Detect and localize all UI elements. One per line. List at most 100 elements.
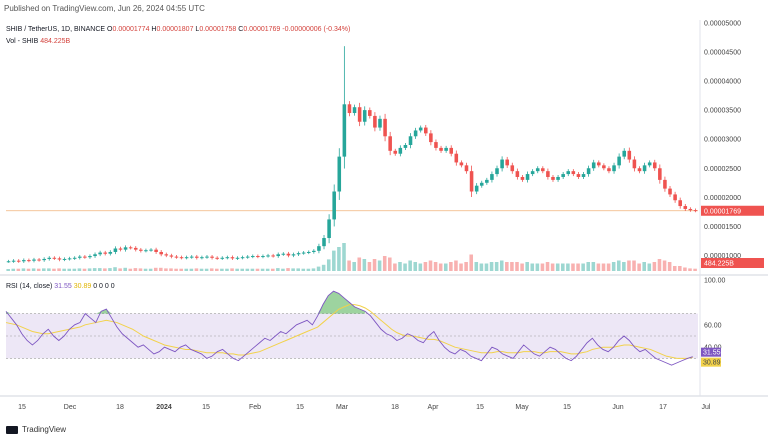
candle-body <box>541 168 545 172</box>
volume-bar <box>72 268 77 271</box>
candle-body <box>159 251 163 255</box>
x-tick-label: Jun <box>612 404 623 411</box>
candle-body <box>128 247 133 249</box>
candle-body <box>27 260 31 262</box>
candle-body <box>576 174 581 177</box>
close-value: 0.00001769 <box>243 26 281 33</box>
candle-body <box>617 156 621 166</box>
candle-body <box>637 168 642 172</box>
candle-body <box>62 258 67 260</box>
candle-body <box>261 256 265 258</box>
volume-bar <box>230 268 234 271</box>
volume-bar <box>250 268 255 271</box>
rsi-line <box>5 290 693 366</box>
candle-body <box>485 179 489 183</box>
candle-body <box>571 171 576 175</box>
symbol-legend: SHIB / TetherUS, 1D, BINANCE O0.00001774… <box>6 26 350 33</box>
volume-bar <box>403 263 407 271</box>
volume-bar <box>377 260 382 271</box>
candle-body <box>647 162 652 166</box>
x-tick-label: 15 <box>563 404 571 411</box>
candle-body <box>281 253 286 255</box>
volume-bar <box>240 268 245 271</box>
volume-bar <box>194 268 199 271</box>
volume-bar <box>164 268 168 271</box>
candle-body <box>413 130 418 137</box>
volume-bar <box>469 254 473 271</box>
volume-bar <box>627 260 631 271</box>
volume-bar <box>657 259 662 271</box>
volume-bar <box>459 263 463 271</box>
volume-bar <box>204 268 209 271</box>
volume-label: Vol - SHIB <box>6 38 39 45</box>
volume-bar <box>525 262 529 271</box>
volume-bar <box>591 262 596 271</box>
volume-bar <box>82 268 87 271</box>
candle-body <box>500 159 504 169</box>
price-tick-label: 0.00004000 <box>704 79 741 86</box>
candle-body <box>546 171 550 177</box>
volume-bar <box>342 243 346 271</box>
volume-bar <box>108 268 112 271</box>
volume-bar <box>474 262 479 271</box>
volume-bar <box>260 268 265 271</box>
candle-body <box>164 254 169 256</box>
volume-bar <box>143 268 148 271</box>
rsi-tick-label: 60.00 <box>704 322 722 329</box>
volume-bar <box>596 263 601 271</box>
price-tick-label: 0.00001500 <box>704 224 741 231</box>
volume-bar <box>443 263 448 271</box>
volume-bar <box>270 268 275 271</box>
x-tick-label: 15 <box>296 404 304 411</box>
candle-body <box>118 248 123 250</box>
volume-bar <box>672 266 677 271</box>
current-price-tag <box>701 205 764 216</box>
x-tick-label: Mar <box>336 404 349 411</box>
price-tick-label: 0.00005000 <box>704 20 741 27</box>
volume-bar <box>281 268 285 271</box>
volume-bar <box>505 262 509 271</box>
volume-bar <box>133 268 138 271</box>
candle-body <box>510 165 515 172</box>
candle-body <box>627 150 632 160</box>
volume-bar <box>393 263 397 271</box>
price-tick-label: 0.00001000 <box>704 253 741 260</box>
volume-bar <box>622 262 626 271</box>
volume-bar <box>321 264 326 271</box>
candle-body <box>301 252 306 254</box>
candle-body <box>240 257 245 259</box>
volume-bar <box>576 263 580 271</box>
candle-body <box>149 249 153 251</box>
volume-bar <box>438 263 443 271</box>
candle-body <box>67 258 72 260</box>
volume-bar <box>113 267 117 271</box>
volume-bar <box>21 268 26 271</box>
volume-bar <box>215 268 219 271</box>
volume-bar <box>245 268 250 271</box>
candle-body <box>93 254 97 257</box>
volume-bar <box>235 268 239 271</box>
price-tick-label: 0.00004500 <box>704 49 741 56</box>
volume-bar <box>311 268 316 271</box>
candle-body <box>393 150 398 154</box>
candle-body <box>454 153 459 163</box>
volume-bar <box>26 268 31 271</box>
published-note: Published on TradingView.com, Jun 26, 20… <box>4 4 205 13</box>
candle-body <box>373 115 377 128</box>
candle-body <box>327 219 331 239</box>
volume-bar <box>296 268 300 271</box>
volume-bar <box>449 262 453 271</box>
candle-body <box>22 260 26 262</box>
volume-bar <box>566 263 570 271</box>
rsi-legend: RSI (14, close) 31.55 30.89 0 0 0 0 <box>6 283 115 290</box>
volume-legend: Vol - SHIB 484.225B <box>6 38 70 45</box>
volume-bar <box>581 263 585 271</box>
volume-bar <box>510 262 514 271</box>
price-tick-label: 0.00003500 <box>704 108 741 115</box>
volume-bar <box>667 262 672 271</box>
volume-bar <box>530 263 535 271</box>
volume-bar <box>652 262 657 271</box>
candle-body <box>103 252 108 254</box>
volume-bar <box>16 268 21 271</box>
rsi-value: 31.55 <box>54 283 72 290</box>
